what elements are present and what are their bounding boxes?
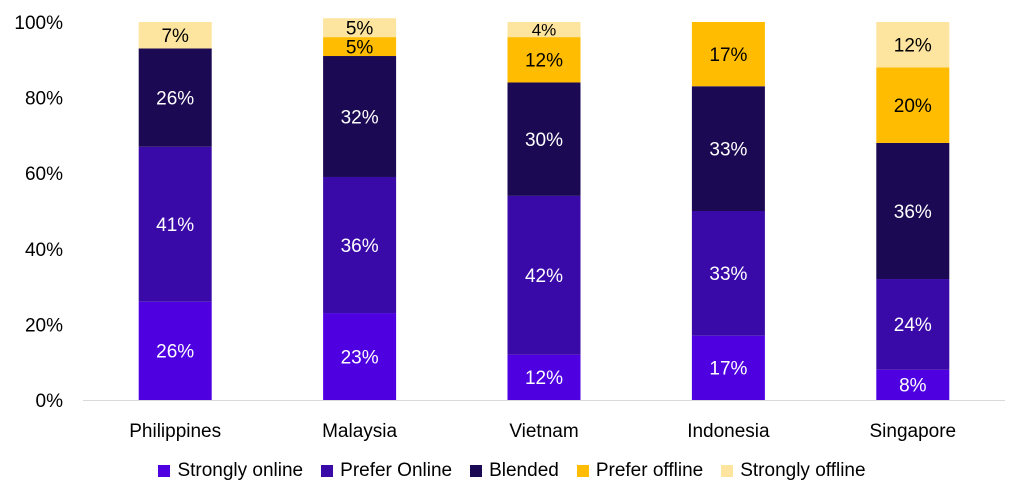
- legend: Strongly online Prefer Online Blended Pr…: [0, 458, 1024, 484]
- y-tick-label: 100%: [14, 13, 63, 34]
- bar-segment: [507, 195, 581, 355]
- y-tick-label: 20%: [25, 315, 63, 336]
- legend-label: Prefer Online: [340, 460, 453, 481]
- bar-segment: [323, 176, 397, 314]
- bar-segment: [507, 82, 581, 196]
- x-tick-label: Philippines: [129, 421, 221, 442]
- bar-segment: [691, 335, 765, 400]
- legend-item-blended: Blended: [470, 460, 559, 482]
- bar-segment: [323, 37, 397, 57]
- data-label: 12%: [894, 36, 932, 57]
- y-tick-label: 60%: [25, 164, 63, 185]
- bar-segment: [876, 22, 950, 68]
- legend-item-prefer-online: Prefer Online: [321, 460, 452, 482]
- legend-swatch: [158, 465, 171, 477]
- legend-label: Prefer offline: [595, 460, 704, 481]
- bar-segment: [323, 313, 397, 400]
- data-label: 26%: [156, 88, 194, 109]
- data-label: 8%: [899, 376, 927, 397]
- data-label: 12%: [525, 368, 563, 389]
- data-label: 33%: [709, 139, 747, 160]
- bar-segment: [691, 86, 765, 211]
- legend-label: Strongly online: [177, 460, 304, 481]
- x-tick-label: Malaysia: [322, 421, 397, 442]
- legend-swatch: [576, 465, 589, 477]
- legend-item-prefer-offline: Prefer offline: [576, 460, 704, 482]
- bar-segment: [876, 279, 950, 370]
- data-label: 33%: [709, 264, 747, 285]
- bar-segment: [876, 67, 950, 143]
- data-label: 7%: [161, 26, 189, 47]
- y-tick-label: 40%: [25, 240, 63, 261]
- legend-label: Strongly offline: [740, 460, 866, 481]
- data-label: 42%: [525, 266, 563, 287]
- bar-segment: [138, 301, 212, 400]
- data-label: 32%: [341, 107, 379, 128]
- x-tick-label: Indonesia: [687, 421, 770, 442]
- data-label: 36%: [894, 202, 932, 223]
- data-label: 20%: [894, 96, 932, 117]
- data-label: 23%: [341, 347, 379, 368]
- bar-segment: [138, 22, 212, 49]
- data-label: 17%: [709, 359, 747, 380]
- y-tick-label: 0%: [36, 391, 64, 412]
- y-tick-label: 80%: [25, 89, 63, 110]
- legend-label: Blended: [489, 460, 559, 481]
- data-label: 24%: [894, 315, 932, 336]
- data-label: 41%: [156, 215, 194, 236]
- bar-segment: [138, 146, 212, 302]
- bar-segment: [876, 369, 950, 400]
- bar-segment: [876, 142, 950, 280]
- data-label: 4%: [532, 21, 557, 40]
- data-label: 5%: [346, 19, 374, 40]
- bar-segment: [323, 56, 397, 177]
- data-label: 17%: [709, 45, 747, 66]
- x-tick-label: Singapore: [869, 421, 956, 442]
- data-label: 12%: [525, 51, 563, 72]
- data-label: 5%: [346, 37, 374, 58]
- bar-segment: [323, 18, 397, 38]
- data-label: 26%: [156, 342, 194, 363]
- legend-swatch: [721, 465, 734, 477]
- bar-segment: [507, 354, 581, 400]
- data-label: 30%: [525, 130, 563, 151]
- legend-swatch: [321, 465, 334, 477]
- data-label: 36%: [341, 236, 379, 257]
- legend-item-strongly-online: Strongly online: [158, 460, 303, 482]
- bar-segment: [138, 48, 212, 147]
- bar-segment: [507, 37, 581, 83]
- legend-swatch: [470, 465, 483, 477]
- stacked-bar-chart: 0% 20% 40% 60% 80% 100% 26% 41% 26% 7% Philippines…: [14, 13, 1005, 442]
- bar-segment: [507, 22, 581, 38]
- bar-segment: [691, 22, 765, 87]
- x-tick-label: Vietnam: [509, 421, 578, 442]
- legend-item-strongly-offline: Strongly offline: [721, 460, 866, 482]
- bar-segment: [691, 211, 765, 336]
